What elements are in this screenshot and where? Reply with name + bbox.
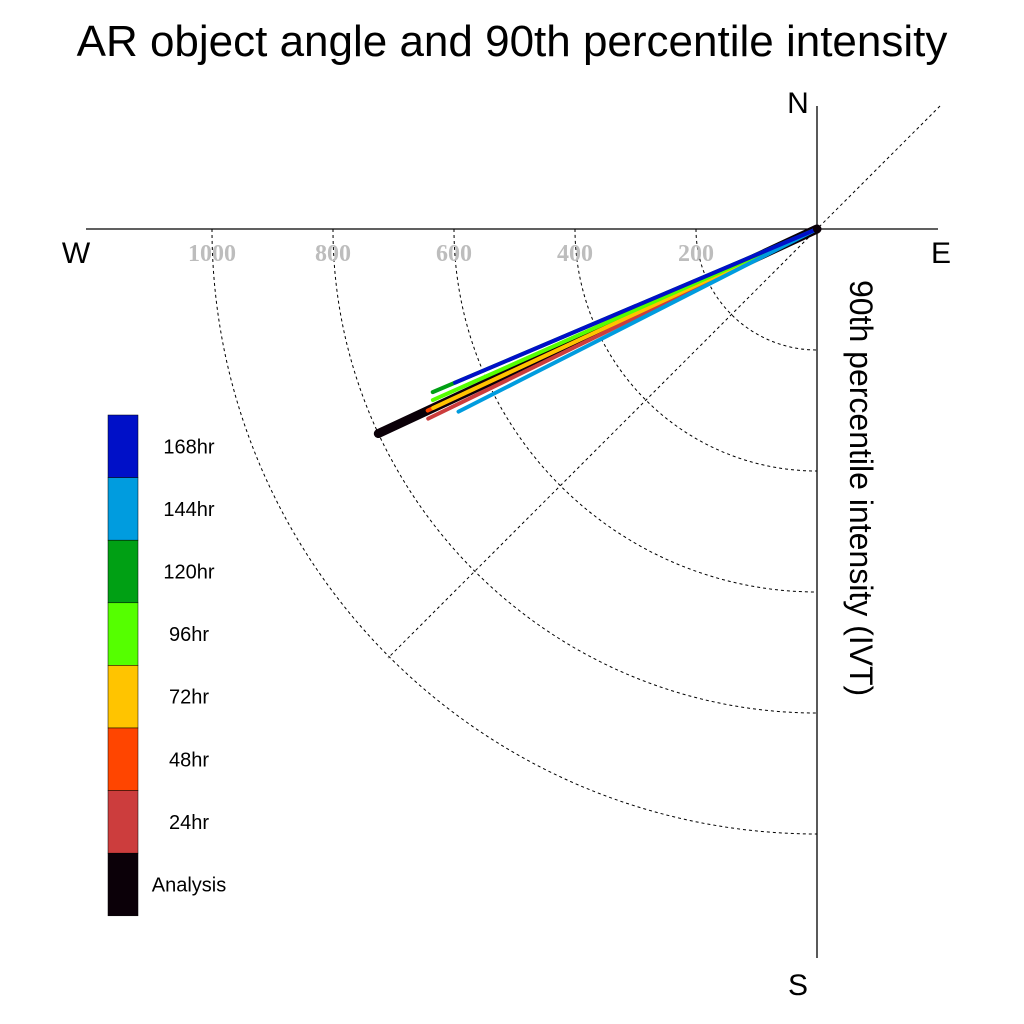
legend-label: 96hr: [169, 624, 209, 646]
chart-title: AR object angle and 90th percentile inte…: [77, 17, 948, 66]
legend-swatch: [107, 727, 139, 791]
grid-arc-1: [332, 228, 818, 714]
legend: 168hr 144hr 120hr 96hr 72hr 48hr 24hr Analysis: [107, 414, 226, 917]
legend-swatch: [107, 477, 139, 541]
legend-swatch: [107, 539, 139, 604]
tick-label: 1000: [188, 241, 236, 267]
legend-label: Analysis: [152, 875, 226, 897]
tick-label: 200: [678, 241, 714, 267]
polar-grid: [211, 105, 941, 835]
legend-label: 72hr: [169, 687, 209, 709]
legend-label: 120hr: [163, 562, 214, 584]
grid-arc-4: [695, 228, 818, 351]
radial-tick-labels: 1000 800 600 400 200: [188, 241, 714, 267]
legend-label: 144hr: [163, 499, 214, 521]
grid-arc-0: [211, 228, 818, 835]
grid-arc-2: [453, 228, 818, 593]
tick-label: 400: [557, 241, 593, 267]
vector-144hr: [456, 227, 819, 414]
legend-swatch: [107, 852, 139, 917]
legend-swatch: [107, 665, 139, 729]
legend-label: 168hr: [163, 436, 214, 458]
legend-swatch: [107, 414, 139, 478]
compass-north: N: [787, 87, 809, 120]
legend-label: 24hr: [169, 812, 209, 834]
legend-swatch: [107, 790, 139, 854]
compass-east: E: [931, 237, 951, 270]
grid-diagonal: [387, 105, 941, 659]
legend-swatch: [107, 602, 139, 666]
tick-label: 600: [436, 241, 472, 267]
y-axis-label: 90th percentile intensity (IVT): [843, 280, 879, 696]
tick-label: 800: [315, 241, 351, 267]
origin-point: [813, 225, 821, 233]
grid-arc-3: [574, 228, 818, 472]
vector-168hr: [453, 227, 819, 385]
vector-series: [373, 224, 822, 439]
compass-west: W: [62, 237, 91, 270]
compass-south: S: [788, 969, 808, 1002]
legend-label: 48hr: [169, 749, 209, 771]
